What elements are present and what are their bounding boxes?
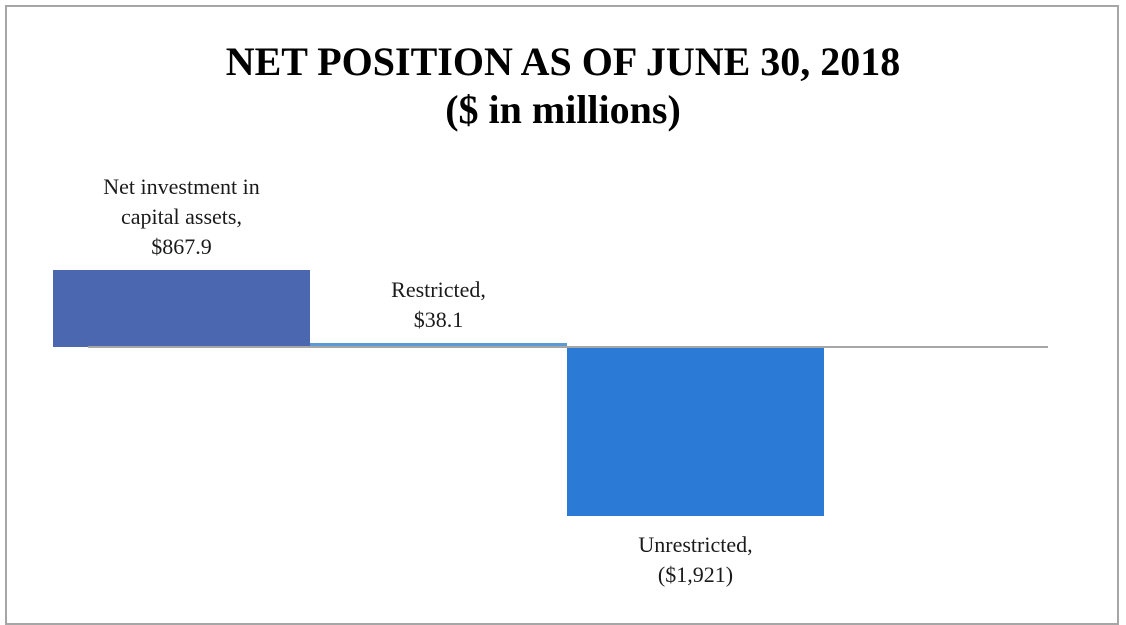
- chart: NET POSITION AS OF JUNE 30, 2018 ($ in m…: [5, 5, 1119, 625]
- value-label: ($1,921): [657, 561, 734, 587]
- data-label: Unrestricted, ($1,921): [581, 530, 811, 590]
- category-label: Net investment in capital assets,: [103, 174, 260, 230]
- value-label: $867.9: [151, 234, 212, 260]
- bar: [567, 346, 824, 516]
- zero-axis: [88, 345, 1048, 348]
- data-label: Restricted, $38.1: [324, 275, 554, 335]
- chart-subtitle: ($ in millions): [445, 87, 681, 132]
- bar: [310, 343, 567, 347]
- bar: [53, 270, 310, 347]
- data-label: Net investment in capital assets, $867.9: [67, 172, 297, 262]
- category-label: Unrestricted,: [638, 531, 753, 557]
- value-label: $38.1: [413, 307, 464, 333]
- category-label: Restricted,: [391, 277, 486, 303]
- chart-title: NET POSITION AS OF JUNE 30, 2018: [225, 39, 901, 84]
